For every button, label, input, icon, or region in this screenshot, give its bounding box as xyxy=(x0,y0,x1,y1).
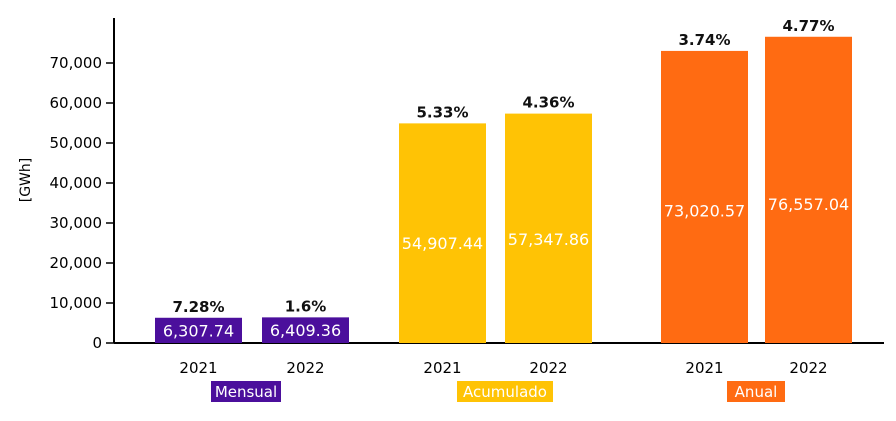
category-box-anual xyxy=(727,381,785,402)
y-tick-label: 50,000 xyxy=(50,134,103,152)
y-tick-label: 30,000 xyxy=(50,214,103,232)
bar-pct-label: 3.74% xyxy=(678,31,730,49)
bar-value-label: 54,907.44 xyxy=(402,234,483,253)
x-tick-label: 2022 xyxy=(789,359,827,377)
x-tick-label: 2021 xyxy=(423,359,461,377)
y-tick-label: 10,000 xyxy=(50,294,103,312)
y-axis-title: [GWh] xyxy=(18,158,34,203)
bar-value-label: 57,347.86 xyxy=(508,230,589,249)
bar-mensual-2021 xyxy=(155,317,242,343)
x-tick-label: 2022 xyxy=(286,359,324,377)
bar-pct-label: 5.33% xyxy=(416,103,468,121)
y-tick-label: 20,000 xyxy=(50,254,103,272)
category-box-acumulado xyxy=(457,381,553,402)
bar-pct-label: 4.36% xyxy=(522,94,574,112)
bar-pct-label: 4.77% xyxy=(782,17,834,35)
y-tick-label: 70,000 xyxy=(50,54,103,72)
bar-value-label: 73,020.57 xyxy=(664,202,745,221)
bar-acumulado-2021 xyxy=(399,123,486,343)
bar-anual-2021 xyxy=(661,50,748,343)
category-label: Mensual xyxy=(215,383,277,401)
y-tick-label: 40,000 xyxy=(50,174,103,192)
y-tick-label: 0 xyxy=(92,334,102,352)
category-label: Anual xyxy=(735,383,778,401)
bar-value-label: 6,409.36 xyxy=(270,321,341,340)
bar-acumulado-2022 xyxy=(505,113,592,344)
x-tick-label: 2022 xyxy=(529,359,567,377)
x-tick-label: 2021 xyxy=(179,359,217,377)
bar-anual-2022 xyxy=(765,36,852,343)
bar-mensual-2022 xyxy=(262,317,349,343)
bar-value-label: 6,307.74 xyxy=(163,321,234,340)
category-label: Acumulado xyxy=(463,383,547,401)
y-tick-label: 60,000 xyxy=(50,94,103,112)
bar-value-label: 76,557.04 xyxy=(768,195,849,214)
bar-pct-label: 7.28% xyxy=(172,298,224,316)
bar-pct-label: 1.6% xyxy=(285,297,327,315)
x-tick-label: 2021 xyxy=(685,359,723,377)
category-box-mensual xyxy=(211,381,281,402)
